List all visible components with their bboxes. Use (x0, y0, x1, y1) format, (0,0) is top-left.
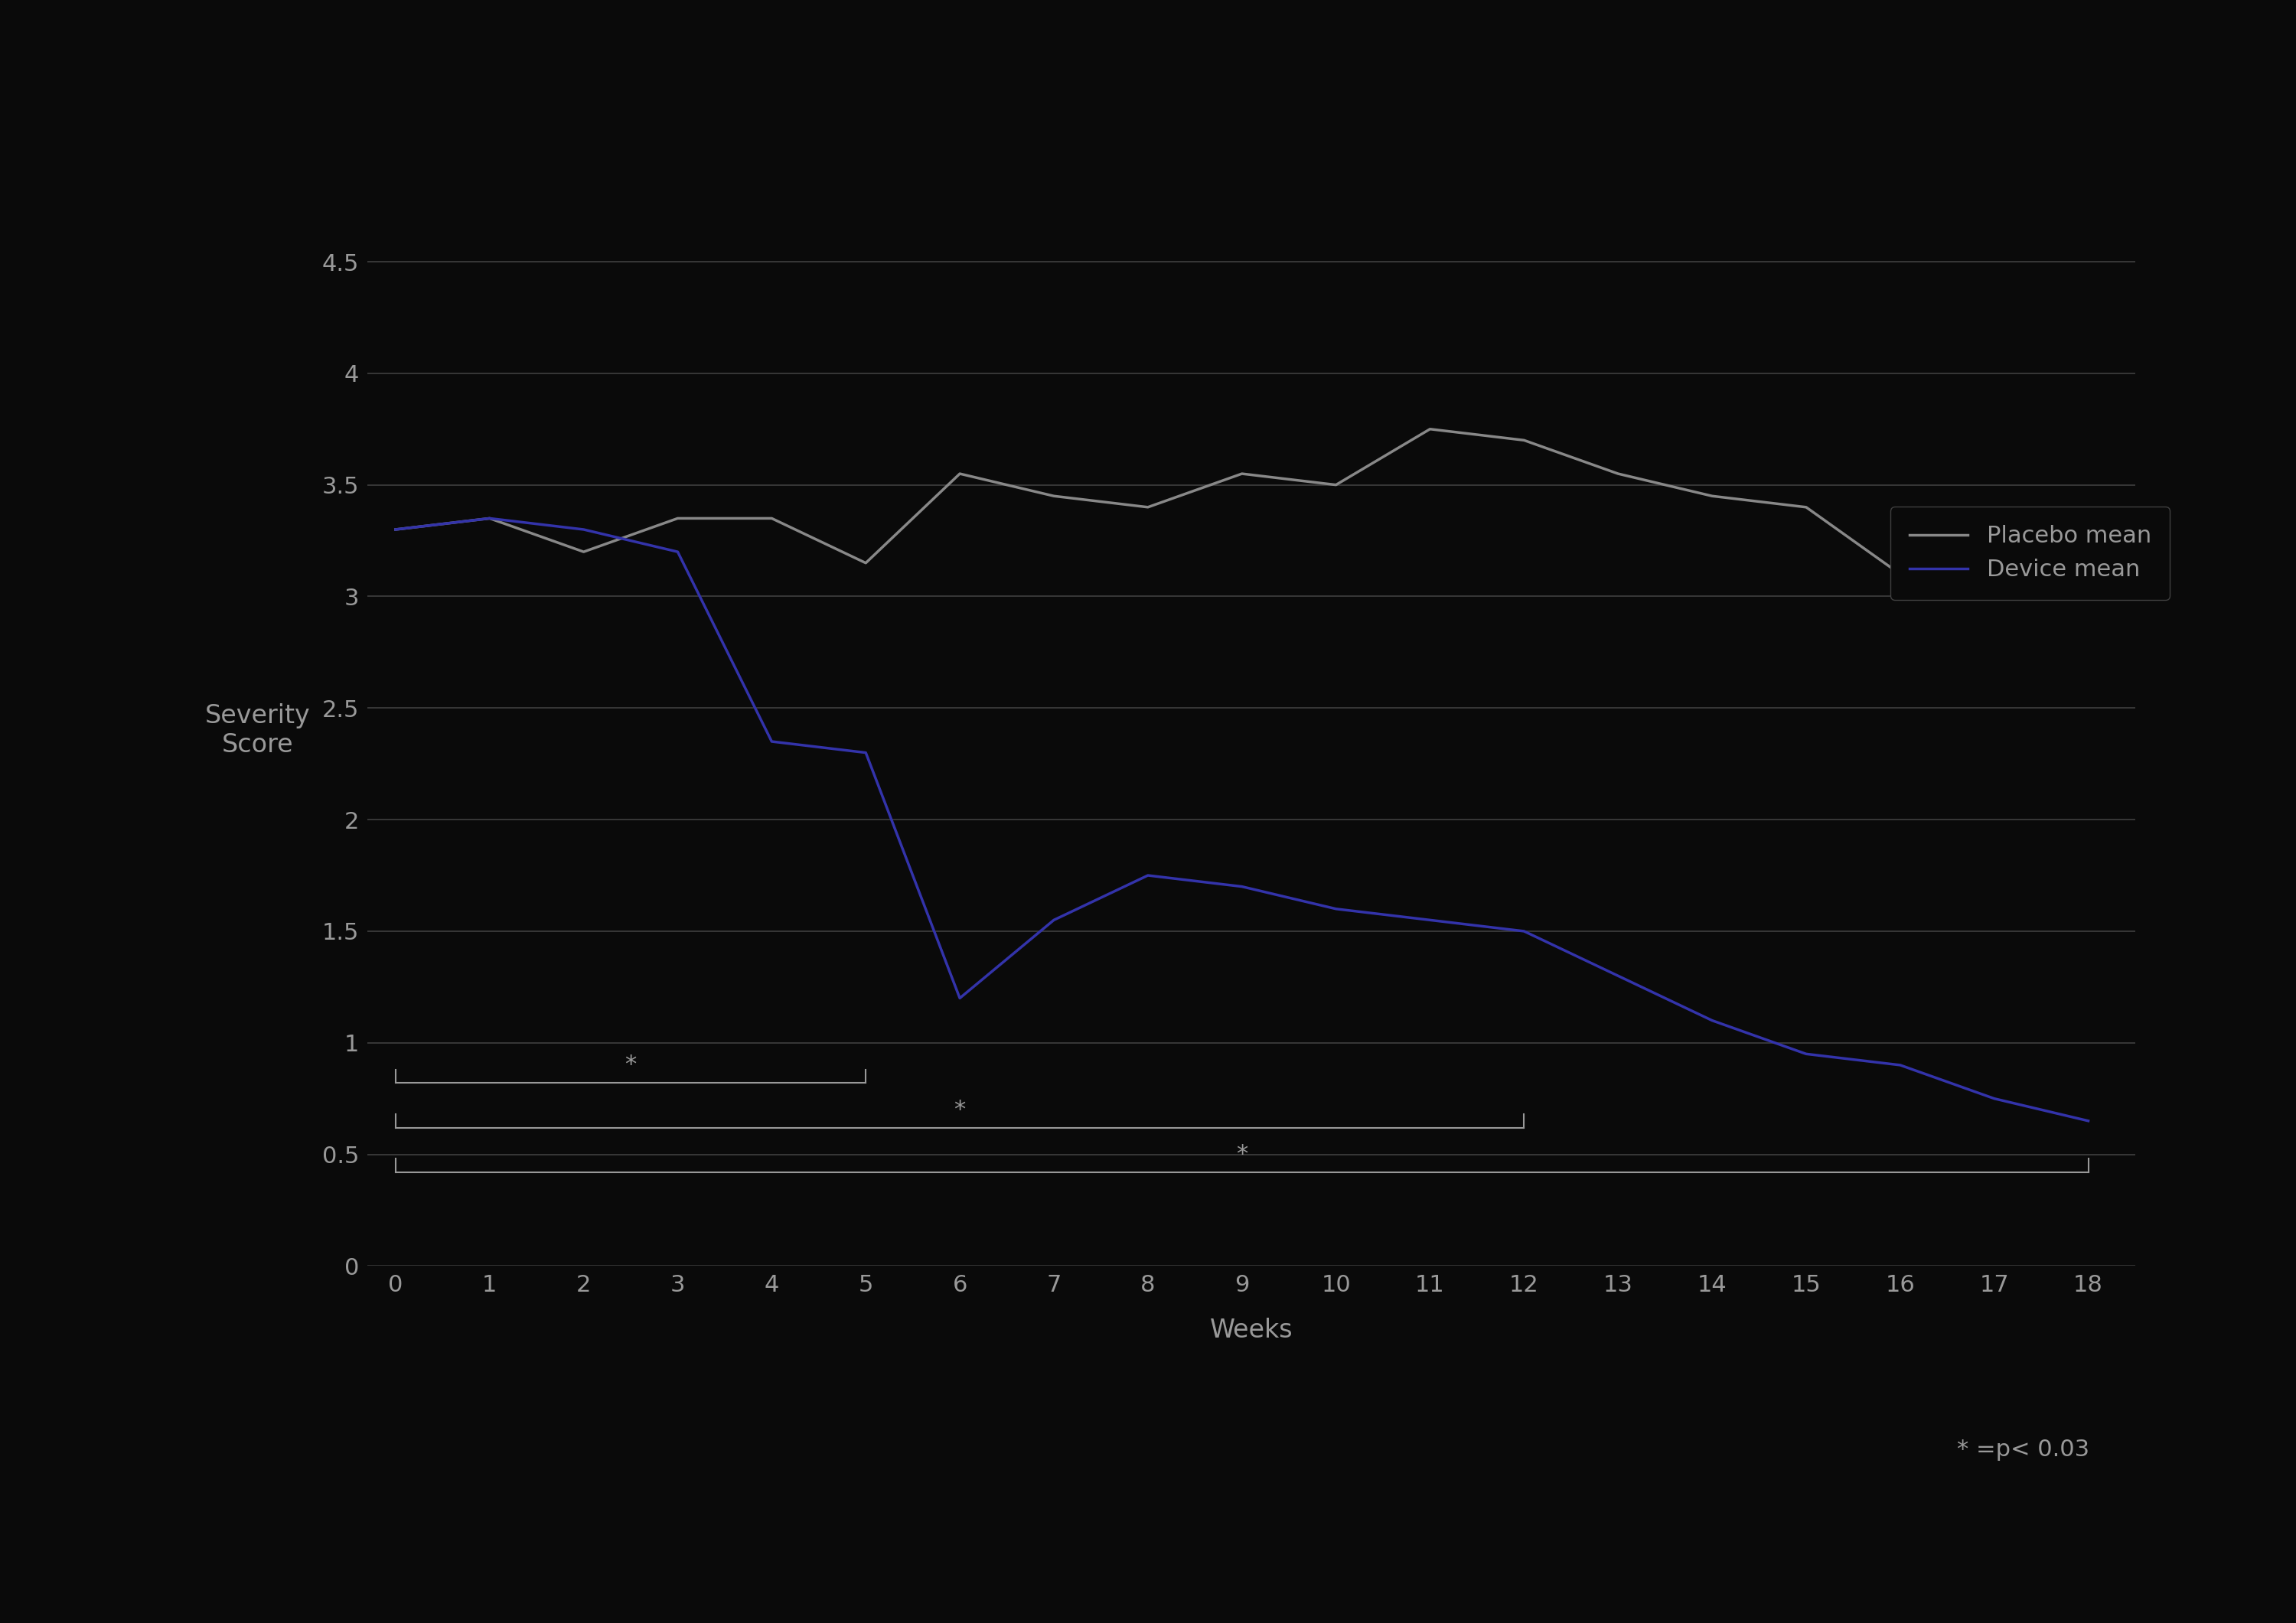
Device mean (1887, 1055, 1915, 1074)
Text: * =p< 0.03: * =p< 0.03 (1956, 1438, 2089, 1461)
Device mean (1228, 876, 1256, 896)
Placebo mean (1605, 464, 1632, 484)
Placebo mean (475, 508, 503, 527)
X-axis label: Weeks: Weeks (1210, 1318, 1293, 1344)
Device mean (1134, 865, 1162, 885)
Placebo mean (1417, 419, 1444, 438)
Placebo mean (1322, 476, 1350, 495)
Device mean (1605, 966, 1632, 985)
Placebo mean (1228, 464, 1256, 484)
Device mean (758, 732, 785, 751)
Placebo mean (1511, 430, 1538, 450)
Device mean (852, 743, 879, 763)
Line: Placebo mean: Placebo mean (395, 428, 2089, 596)
Legend: Placebo mean, Device mean: Placebo mean, Device mean (1890, 506, 2170, 601)
Placebo mean (381, 519, 409, 539)
Device mean (1793, 1044, 1821, 1063)
Placebo mean (1134, 497, 1162, 516)
Placebo mean (569, 542, 597, 562)
Device mean (475, 508, 503, 527)
Placebo mean (946, 464, 974, 484)
Placebo mean (1887, 565, 1915, 584)
Placebo mean (1040, 487, 1068, 506)
Device mean (1699, 1011, 1727, 1031)
Placebo mean (664, 508, 691, 527)
Device mean (664, 542, 691, 562)
Placebo mean (1981, 576, 2009, 596)
Y-axis label: Severity
Score: Severity Score (204, 703, 310, 758)
Device mean (1511, 922, 1538, 941)
Placebo mean (852, 553, 879, 573)
Device mean (1322, 899, 1350, 919)
Placebo mean (1793, 497, 1821, 516)
Device mean (1040, 911, 1068, 930)
Line: Device mean: Device mean (395, 518, 2089, 1121)
Device mean (1417, 911, 1444, 930)
Device mean (1981, 1089, 2009, 1109)
Device mean (946, 988, 974, 1008)
Placebo mean (758, 508, 785, 527)
Text: *: * (625, 1053, 636, 1076)
Device mean (381, 519, 409, 539)
Placebo mean (2076, 586, 2103, 605)
Text: *: * (1235, 1143, 1247, 1165)
Placebo mean (1699, 487, 1727, 506)
Device mean (569, 519, 597, 539)
Text: *: * (953, 1099, 967, 1121)
Device mean (2076, 1112, 2103, 1131)
